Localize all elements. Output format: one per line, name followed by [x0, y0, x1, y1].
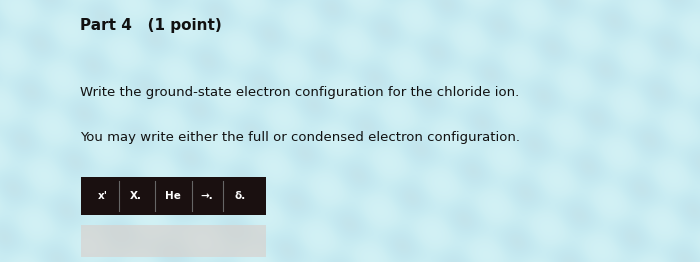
FancyBboxPatch shape: [80, 177, 266, 215]
Text: δ.: δ.: [234, 191, 246, 201]
Text: He: He: [165, 191, 181, 201]
FancyBboxPatch shape: [80, 225, 266, 257]
Text: X.: X.: [130, 191, 142, 201]
Text: x': x': [98, 191, 108, 201]
Text: →.: →.: [200, 191, 213, 201]
Text: You may write either the full or condensed electron configuration.: You may write either the full or condens…: [80, 131, 521, 144]
Text: Write the ground-state electron configuration for the chloride ion.: Write the ground-state electron configur…: [80, 86, 519, 100]
Text: Part 4   (1 point): Part 4 (1 point): [80, 18, 223, 33]
